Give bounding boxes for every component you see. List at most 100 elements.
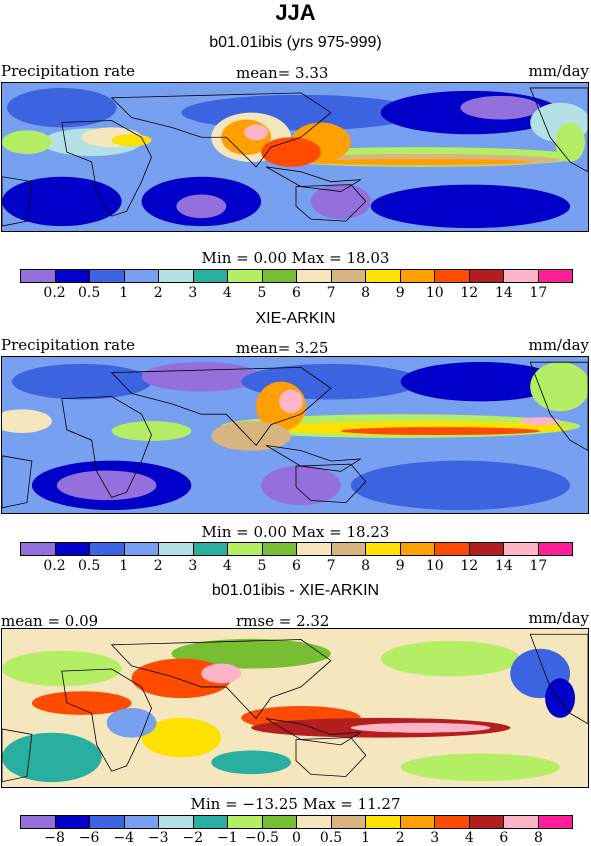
field-contour xyxy=(2,650,122,687)
colorbar-swatch xyxy=(297,543,332,555)
field-contour xyxy=(211,421,292,451)
colorbar-tick-label: 12 xyxy=(460,558,479,574)
colorbar-swatch xyxy=(435,270,470,282)
panel-3-units: mm/day xyxy=(528,609,589,627)
colorbar-swatch xyxy=(228,816,263,828)
colorbar-tick-label: 7 xyxy=(326,285,336,301)
figure-title: JJA xyxy=(275,0,316,25)
colorbar-swatch xyxy=(55,270,90,282)
colorbar-swatch xyxy=(55,816,90,828)
field-contour xyxy=(400,361,561,402)
coastline xyxy=(295,463,367,504)
colorbar-swatch xyxy=(193,270,228,282)
colorbar-swatch xyxy=(262,816,297,828)
colorbar-swatch xyxy=(469,543,504,555)
panel-3-rmse-label: rmse = 2.32 xyxy=(236,612,330,630)
colorbar-swatch xyxy=(124,270,159,282)
field-contour xyxy=(11,363,152,400)
field-contour xyxy=(2,732,102,783)
colorbar-swatch xyxy=(21,816,56,828)
colorbar-swatch xyxy=(90,270,125,282)
colorbar-swatch xyxy=(469,270,504,282)
field-contour xyxy=(279,389,303,414)
colorbar-swatch xyxy=(331,816,366,828)
field-contour xyxy=(380,640,521,677)
field-contour xyxy=(555,122,586,162)
colorbar-swatch xyxy=(538,816,572,828)
colorbar-tick-label: 0.5 xyxy=(77,558,101,574)
coastline xyxy=(110,367,332,447)
panel-3-subtitle: b01.01ibis - XIE-ARKIN xyxy=(211,582,380,599)
colorbar-swatch xyxy=(159,270,194,282)
colorbar-tick-label: 9 xyxy=(395,558,405,574)
colorbar-tick-label: 0 xyxy=(292,830,301,846)
colorbar-tick-label: 5 xyxy=(257,558,267,574)
panel-1-subtitle: b01.01ibis (yrs 975-999) xyxy=(209,34,382,51)
panel-2-minmax: Min = 0.00 Max = 18.23 xyxy=(201,523,390,541)
colorbar-tick-label: 2 xyxy=(395,830,405,846)
colorbar-swatch xyxy=(55,543,90,555)
colorbar-swatch xyxy=(90,816,125,828)
colorbar-tick-label: 10 xyxy=(425,285,444,301)
colorbar-swatch xyxy=(297,816,332,828)
panel-2-map-canvas xyxy=(2,357,588,513)
colorbar-swatch xyxy=(469,816,504,828)
field-contour xyxy=(211,750,292,775)
colorbar-swatch xyxy=(400,543,435,555)
colorbar-swatch xyxy=(21,543,56,555)
field-contour xyxy=(545,678,576,718)
colorbar-tick-label: 4 xyxy=(222,558,232,574)
panel-3-map-canvas xyxy=(2,629,588,787)
colorbar-tick-label: 2 xyxy=(153,285,163,301)
panel-1-left-label: Precipitation rate xyxy=(1,62,136,80)
colorbar-swatch xyxy=(331,543,366,555)
panel-1-units: mm/day xyxy=(528,62,589,80)
colorbar-swatch xyxy=(159,816,194,828)
coastline xyxy=(2,455,33,509)
field-contour xyxy=(530,361,588,412)
colorbar-tick-label: 0.5 xyxy=(77,285,101,301)
colorbar-swatch xyxy=(400,816,435,828)
colorbar-swatch xyxy=(504,543,539,555)
panel-2-map xyxy=(1,356,589,514)
field-contour xyxy=(310,158,531,165)
colorbar-tick-label: 12 xyxy=(460,285,479,301)
colorbar-tick-label: 0.2 xyxy=(43,558,66,574)
colorbar-tick-label: 4 xyxy=(464,830,474,846)
panel-2-left-label: Precipitation rate xyxy=(1,336,136,354)
colorbar-tick-label: 8 xyxy=(361,285,371,301)
colorbar-tick-label: −0.5 xyxy=(244,830,279,846)
field-contour xyxy=(141,361,262,392)
coastline xyxy=(529,361,588,452)
colorbar-tick-label: 10 xyxy=(425,558,444,574)
field-contour xyxy=(261,137,321,167)
field-contour xyxy=(350,460,571,511)
field-contour xyxy=(141,717,222,758)
colorbar-swatch xyxy=(538,543,572,555)
colorbar-swatch xyxy=(21,270,56,282)
colorbar-swatch xyxy=(262,543,297,555)
colorbar-tick-label: −1 xyxy=(217,830,238,846)
coastline xyxy=(61,396,152,498)
colorbar-tick-label: −6 xyxy=(78,830,100,846)
colorbar-tick-label: 6 xyxy=(292,285,301,301)
colorbar-tick-label: 3 xyxy=(188,285,198,301)
field-contour xyxy=(261,465,341,506)
colorbar-swatch xyxy=(331,270,366,282)
colorbar-tick-label: 1 xyxy=(119,285,129,301)
colorbar-tick-label: 8 xyxy=(361,558,371,574)
colorbar-tick-label: 8 xyxy=(533,830,543,846)
field-contour xyxy=(350,722,491,733)
coastline xyxy=(529,87,588,173)
colorbar-swatch xyxy=(159,543,194,555)
panel-2-subtitle: XIE-ARKIN xyxy=(255,310,336,327)
field-contour xyxy=(31,691,132,715)
colorbar-tick-label: 3 xyxy=(188,558,198,574)
colorbar-tick-label: 0.2 xyxy=(43,285,66,301)
panel-2-colorbar xyxy=(20,542,573,556)
panel-3-minmax: Min = −13.25 Max = 11.27 xyxy=(190,795,401,813)
colorbar-tick-label: 7 xyxy=(326,558,336,574)
coastline xyxy=(2,176,33,227)
panel-1-map xyxy=(1,82,589,232)
field-contour xyxy=(400,753,561,782)
